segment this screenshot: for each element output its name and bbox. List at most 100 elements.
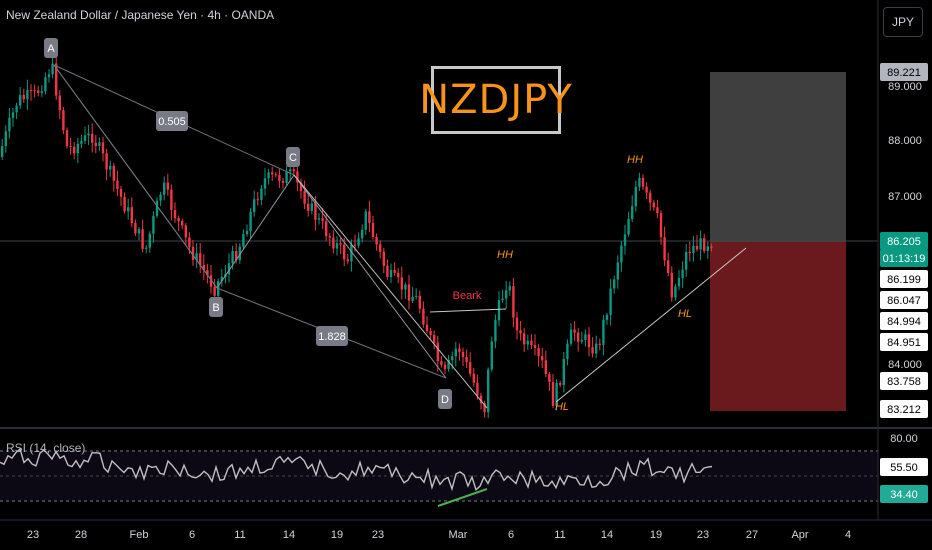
- candle-body: [346, 259, 349, 262]
- candle-body: [566, 343, 569, 359]
- candle-body: [40, 91, 43, 93]
- trendline-hl[interactable]: [555, 247, 747, 403]
- pattern-line-ab[interactable]: [53, 64, 218, 289]
- candle-body: [472, 373, 475, 383]
- candle-body: [112, 165, 115, 181]
- candle-body: [641, 177, 645, 187]
- price-tag-bg[interactable]: [880, 232, 928, 250]
- price-tag: 84.994: [887, 316, 921, 328]
- candle-body: [127, 207, 130, 212]
- x-tick-label: 11: [554, 529, 565, 541]
- candle-body: [454, 348, 457, 357]
- point-label-bg[interactable]: [44, 38, 58, 58]
- price-tag-bg[interactable]: [880, 249, 928, 267]
- candle-body: [148, 233, 151, 248]
- rsi-divergence-line[interactable]: [437, 488, 488, 507]
- candle-body: [105, 153, 108, 170]
- candle-body: [440, 361, 443, 365]
- candle-body: [353, 244, 357, 246]
- bearish-level-line[interactable]: [429, 308, 507, 313]
- time-axis[interactable]: 23 28 Feb 6 11 14 19 23 Mar 6 11 14 19 23 27 Apr 4: [0, 519, 932, 541]
- annotation-beark[interactable]: Beark: [453, 290, 482, 302]
- price-tag-bg[interactable]: [880, 291, 928, 309]
- price-tag: 86.199: [887, 274, 921, 286]
- candle-body: [271, 172, 274, 175]
- annotation-hh[interactable]: HH: [497, 249, 513, 261]
- candle-body: [688, 251, 691, 254]
- rsi-tag-bg[interactable]: [880, 429, 928, 447]
- candle-body: [620, 245, 623, 263]
- candle-body: [695, 245, 699, 250]
- target-zone[interactable]: [710, 72, 846, 242]
- candle-body: [209, 275, 213, 287]
- candle-body: [526, 340, 529, 345]
- candle-body: [652, 202, 655, 208]
- x-tick-label: 19: [331, 529, 343, 541]
- candle-body: [22, 95, 25, 100]
- candle-body: [119, 188, 123, 197]
- candle-body: [8, 117, 11, 132]
- rsi-tag-bg[interactable]: [880, 485, 928, 503]
- rsi-line[interactable]: [0, 447, 713, 492]
- candle-body: [152, 215, 155, 234]
- annotation-hl[interactable]: HL: [678, 308, 692, 320]
- point-label-d: D: [441, 394, 449, 406]
- candle-body: [299, 182, 303, 192]
- candle-body: [263, 178, 267, 189]
- ratio-label: 1.828: [318, 331, 346, 343]
- wedge-line[interactable]: [293, 174, 488, 409]
- candle-body: [235, 251, 238, 261]
- point-label-bg[interactable]: [209, 297, 223, 317]
- price-tag-bg[interactable]: [880, 333, 928, 351]
- candle-body: [602, 319, 605, 345]
- candle-body: [627, 218, 630, 235]
- candle-body: [699, 238, 702, 250]
- x-tick-label: Mar: [449, 529, 468, 541]
- candle-body: [469, 362, 472, 374]
- y-tick-label: 87.000: [888, 191, 922, 203]
- candle-body: [325, 221, 328, 237]
- candle-body: [328, 236, 331, 238]
- ratio-label-bg[interactable]: [316, 326, 348, 346]
- rsi-pane[interactable]: [0, 447, 878, 507]
- annotation-hl[interactable]: HL: [555, 401, 569, 413]
- price-labels: 89.221 86.205 01:13:19 86.199 86.047 84.994 84…: [880, 63, 928, 418]
- candle-body: [65, 130, 69, 147]
- rsi-tag-bg[interactable]: [880, 458, 928, 476]
- candle-body: [289, 169, 292, 172]
- logo-box: NZDJPY: [419, 66, 572, 134]
- price-tag-bg[interactable]: [880, 270, 928, 288]
- price-tag-bg[interactable]: [880, 312, 928, 330]
- point-label-bg[interactable]: [286, 147, 300, 167]
- candle-body: [321, 218, 324, 222]
- stop-zone[interactable]: [710, 242, 846, 411]
- ratio-label-bg[interactable]: [156, 111, 188, 131]
- candle-body: [267, 172, 270, 179]
- candle-body: [631, 206, 634, 219]
- candle-body: [389, 269, 393, 278]
- price-tag-bg[interactable]: [880, 63, 928, 81]
- candle-body: [123, 196, 126, 212]
- price-tag-bg[interactable]: [880, 372, 928, 390]
- price-pane[interactable]: A B C D 0.505 1.828 HH HH HL HL Beark: [0, 38, 878, 419]
- rsi-label[interactable]: RSI (14, close): [6, 441, 86, 455]
- x-tick-label: 6: [508, 529, 514, 541]
- y-tick-label: 89.000: [888, 81, 922, 93]
- candle-body: [83, 135, 87, 141]
- candle-body: [418, 295, 421, 309]
- candle-body: [605, 314, 609, 320]
- price-tag-bg[interactable]: [880, 400, 928, 418]
- candle-body: [425, 324, 429, 332]
- annotation-hh[interactable]: HH: [627, 154, 643, 166]
- candle-body: [191, 246, 195, 261]
- point-label-bg[interactable]: [438, 389, 452, 409]
- symbol-title[interactable]: New Zealand Dollar / Japanese Yen · 4h ·…: [6, 8, 275, 22]
- candle-body: [523, 333, 526, 345]
- currency-button[interactable]: JPY: [883, 7, 923, 37]
- price-axis[interactable]: 89.000 88.000 87.000 84.000 89.221 86.205 01:…: [877, 0, 928, 520]
- candle-body: [109, 165, 112, 170]
- logo-text: NZDJPY: [419, 77, 573, 123]
- ratio-labels: 0.505 1.828: [156, 111, 348, 346]
- candle-body: [530, 340, 533, 346]
